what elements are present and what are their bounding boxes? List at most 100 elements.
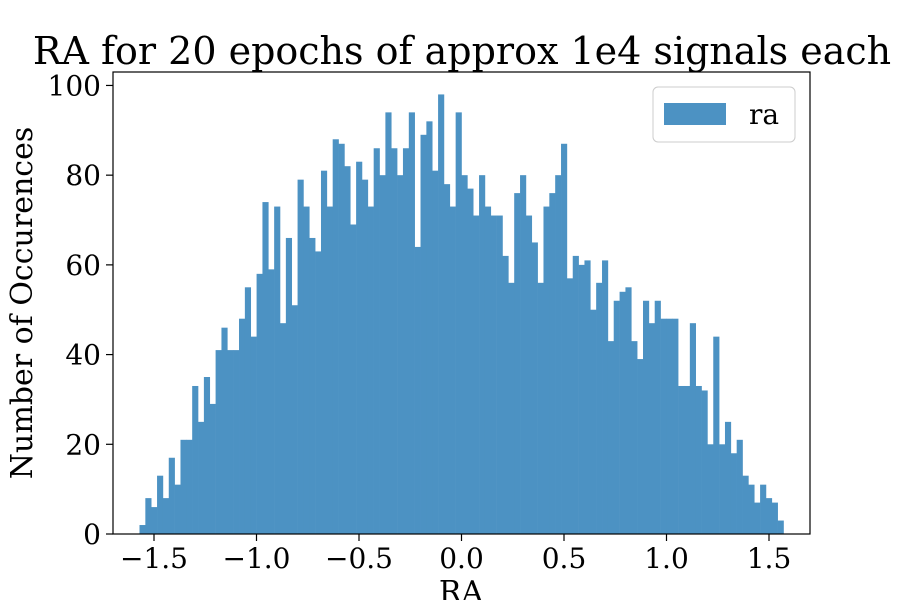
histogram-bar [198, 421, 205, 534]
histogram-bar [590, 309, 597, 534]
histogram-bar [537, 282, 544, 534]
histogram-bar [233, 350, 240, 534]
histogram-bar [502, 255, 509, 534]
histogram-bar [174, 484, 181, 534]
histogram-bar [584, 260, 591, 534]
histogram-bar [280, 323, 287, 534]
histogram-bar [168, 457, 175, 534]
histogram-bar [765, 498, 773, 534]
histogram-bar [186, 439, 193, 534]
histogram-bar [484, 206, 492, 534]
histogram-bar [531, 242, 538, 534]
histogram-bar [309, 237, 316, 534]
chart-title: RA for 20 epochs of approx 1e4 signals e… [33, 29, 891, 73]
histogram-bar [672, 318, 679, 534]
histogram-bar [361, 179, 369, 534]
histogram-bar [356, 161, 363, 534]
histogram-bar [660, 318, 667, 534]
histogram-bar [654, 300, 661, 534]
histogram-bar [701, 390, 708, 534]
y-tick-label: 80 [65, 159, 101, 192]
x-tick-label: −1.5 [120, 542, 188, 575]
histogram-bar [315, 251, 322, 535]
histogram-bar [303, 206, 310, 534]
histogram-bar [748, 484, 755, 534]
x-tick-label: 1.5 [747, 542, 792, 575]
histogram-bar [379, 175, 386, 535]
histogram-bar [350, 224, 357, 534]
histogram-bar [145, 498, 152, 534]
x-tick-label: 1.0 [644, 542, 689, 575]
histogram-bar [496, 215, 503, 534]
histogram-bar [209, 403, 216, 534]
histogram-bar [678, 385, 685, 534]
histogram-bar [367, 206, 374, 534]
histogram-bar [151, 507, 158, 534]
histogram-bar [683, 385, 691, 534]
histogram-bar [514, 193, 521, 535]
histogram-bar [262, 202, 269, 534]
histogram-bar [707, 444, 714, 534]
histogram-bar [438, 94, 445, 535]
y-tick-label: 20 [65, 428, 101, 461]
histogram-bar [736, 439, 743, 534]
histogram-bar [227, 350, 234, 534]
y-tick-label: 0 [83, 518, 101, 551]
histogram-bar [666, 318, 673, 534]
histogram-bar [566, 278, 574, 534]
y-tick-label: 60 [65, 249, 101, 282]
histogram-bar [397, 175, 404, 535]
histogram-bar [771, 502, 778, 534]
histogram-bar [631, 341, 638, 534]
histogram-bar [754, 502, 761, 534]
histogram-bar [648, 323, 655, 534]
histogram-bar [297, 179, 304, 534]
histogram-bar [344, 166, 351, 534]
histogram-bar [157, 475, 164, 534]
histogram-bar [426, 121, 433, 534]
histogram-bar [619, 291, 626, 534]
histogram-bar [221, 327, 228, 534]
histogram-bar [274, 206, 281, 534]
y-tick-label: 40 [65, 339, 101, 372]
histogram-bar [203, 377, 211, 534]
histogram-bar [402, 148, 410, 534]
histogram-bar [689, 323, 696, 534]
histogram-bar [443, 184, 451, 534]
x-tick-label: −0.5 [325, 542, 393, 575]
histogram-bar [250, 336, 257, 534]
histogram-bar [625, 287, 632, 534]
histogram-bar [180, 439, 187, 534]
histogram-bar [713, 336, 720, 534]
histogram-bar [643, 300, 650, 534]
histogram-bar [461, 175, 468, 535]
histogram-bar [215, 350, 222, 534]
histogram-bar [162, 498, 170, 534]
histogram-bar [320, 170, 328, 534]
x-axis-ticks: −1.5 −1.0 −0.5 0.0 0.5 1.0 1.5 [120, 534, 791, 575]
histogram-bar [391, 148, 398, 534]
histogram-bar [326, 206, 333, 534]
histogram-bar [414, 246, 421, 534]
histogram-bar [525, 215, 533, 534]
histogram-bar [449, 206, 456, 534]
histogram-bar [637, 359, 644, 534]
histogram-bar [268, 269, 275, 534]
histogram-bar [602, 260, 609, 534]
histogram-bar [490, 215, 497, 534]
x-tick-label: 0.0 [439, 542, 484, 575]
histogram-bar [724, 421, 732, 534]
y-tick-label: 100 [48, 69, 101, 102]
histogram-bar [520, 175, 527, 535]
histogram-bars [139, 94, 784, 535]
histogram-bar [777, 520, 784, 534]
legend: ra [652, 86, 796, 143]
histogram-bar [572, 255, 579, 534]
histogram-bar [338, 143, 345, 534]
histogram-bar [543, 206, 550, 534]
histogram-bar [742, 475, 749, 534]
histogram-bar [467, 188, 474, 534]
histogram-bar [596, 282, 603, 534]
histogram-bar [479, 175, 486, 535]
